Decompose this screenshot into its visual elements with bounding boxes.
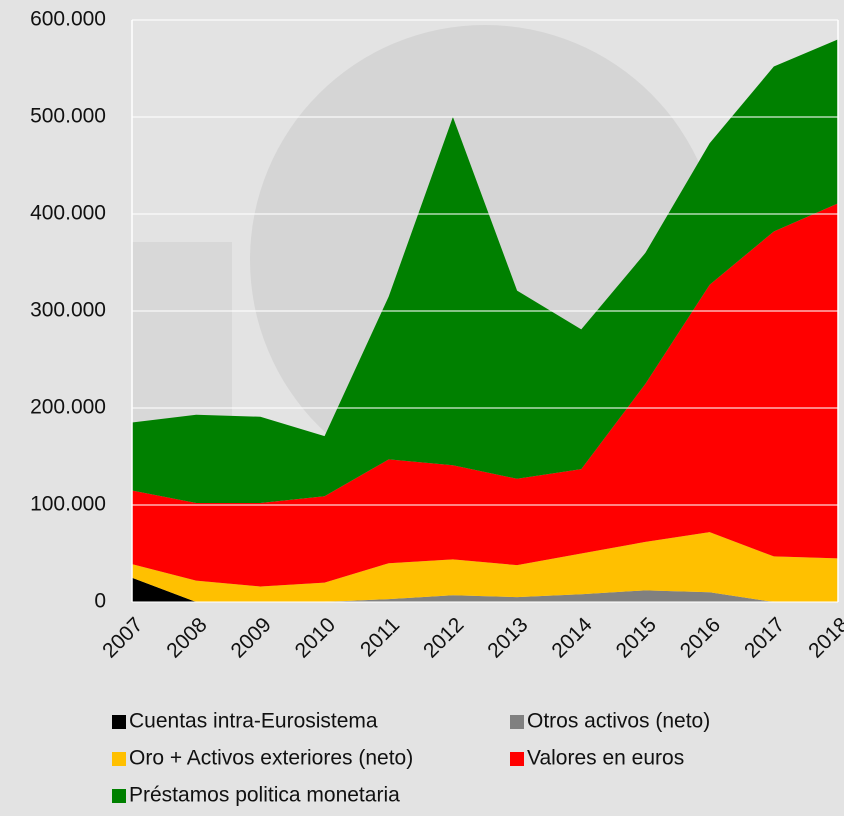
x-tick-label: 2009 <box>227 613 276 662</box>
legend-label: Cuentas intra-Eurosistema <box>129 710 378 733</box>
x-tick-label: 2018 <box>804 613 844 662</box>
legend-label: Oro + Activos exteriores (neto) <box>129 747 413 770</box>
x-tick-label: 2010 <box>291 613 340 662</box>
x-tick-label: 2011 <box>356 613 404 661</box>
chart: 0 100.000 200.000 300.000 400.000 500.000 600.… <box>0 0 844 811</box>
y-tick-label: 200.000 <box>30 396 106 419</box>
x-tick-label: 2016 <box>676 613 725 662</box>
legend-swatch <box>112 715 126 729</box>
y-tick-label: 400.000 <box>30 202 106 225</box>
legend-label: Valores en euros <box>527 747 684 770</box>
x-tick-label: 2017 <box>740 613 789 662</box>
legend-label: Préstamos politica monetaria <box>129 784 400 807</box>
legend-swatch <box>112 752 126 766</box>
y-tick-label: 0 <box>94 590 106 613</box>
y-tick-label: 300.000 <box>30 299 106 322</box>
x-tick-label: 2014 <box>547 613 597 663</box>
x-tick-label: 2013 <box>483 613 532 662</box>
legend-label: Otros activos (neto) <box>527 710 710 733</box>
y-tick-label: 600.000 <box>30 8 106 31</box>
y-tick-label: 500.000 <box>30 105 106 128</box>
y-tick-label: 100.000 <box>30 493 106 516</box>
x-tick-label: 2012 <box>419 613 468 662</box>
legend-swatch <box>510 715 524 729</box>
legend-swatch <box>510 752 524 766</box>
x-tick-label: 2007 <box>98 613 147 662</box>
x-tick-label: 2015 <box>612 613 661 662</box>
x-tick-label: 2008 <box>162 613 211 662</box>
legend-swatch <box>112 789 126 803</box>
